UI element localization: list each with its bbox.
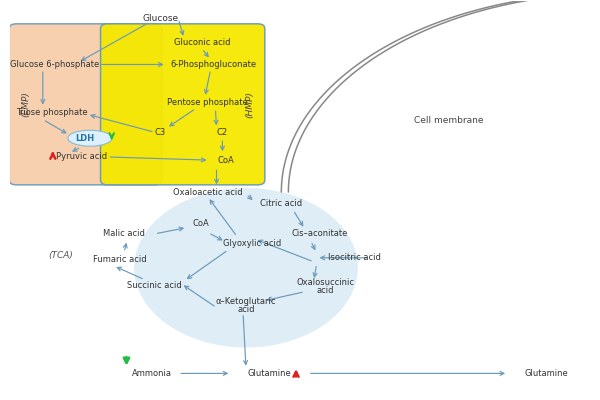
- Text: (EMP): (EMP): [21, 91, 30, 117]
- Text: Succinic acid: Succinic acid: [127, 281, 182, 290]
- Text: C2: C2: [217, 128, 228, 137]
- Text: Glyoxylic acid: Glyoxylic acid: [223, 239, 281, 248]
- Text: Triose phosphate: Triose phosphate: [16, 108, 88, 117]
- Text: Ammonia: Ammonia: [132, 369, 172, 378]
- FancyBboxPatch shape: [9, 24, 162, 185]
- Text: Malic acid: Malic acid: [103, 229, 145, 238]
- Text: CoA: CoA: [217, 156, 234, 165]
- Text: 6-Phosphogluconate: 6-Phosphogluconate: [170, 60, 257, 69]
- Text: Glutamine: Glutamine: [248, 369, 292, 378]
- Ellipse shape: [134, 188, 358, 348]
- Text: Cell membrane: Cell membrane: [415, 116, 484, 125]
- Text: Pyruvic acid: Pyruvic acid: [56, 152, 107, 162]
- Text: Glucose: Glucose: [143, 14, 179, 23]
- Text: CoA: CoA: [192, 220, 209, 228]
- Text: LDH: LDH: [76, 134, 95, 143]
- Text: α–Ketoglutaric: α–Ketoglutaric: [216, 297, 276, 306]
- Text: acid: acid: [317, 286, 334, 295]
- Text: Citric acid: Citric acid: [260, 200, 302, 208]
- Text: Fumaric acid: Fumaric acid: [92, 255, 146, 264]
- Text: (TCA): (TCA): [49, 251, 74, 260]
- FancyBboxPatch shape: [101, 24, 265, 185]
- Text: Cis–aconitate: Cis–aconitate: [292, 229, 348, 238]
- Text: Oxalosuccinic: Oxalosuccinic: [296, 278, 355, 287]
- Text: Glucose 6-phosphate: Glucose 6-phosphate: [10, 60, 99, 69]
- Text: acid: acid: [237, 305, 255, 314]
- Text: Pentose phosphate: Pentose phosphate: [167, 98, 248, 107]
- Text: Gluconic acid: Gluconic acid: [173, 38, 230, 47]
- Text: C3: C3: [155, 128, 166, 137]
- Text: (HMP): (HMP): [245, 91, 254, 118]
- Text: Oxaloacetic acid: Oxaloacetic acid: [173, 188, 242, 196]
- Ellipse shape: [68, 130, 112, 146]
- Text: Glutamine: Glutamine: [524, 369, 568, 378]
- Text: Isocitric acid: Isocitric acid: [328, 253, 382, 262]
